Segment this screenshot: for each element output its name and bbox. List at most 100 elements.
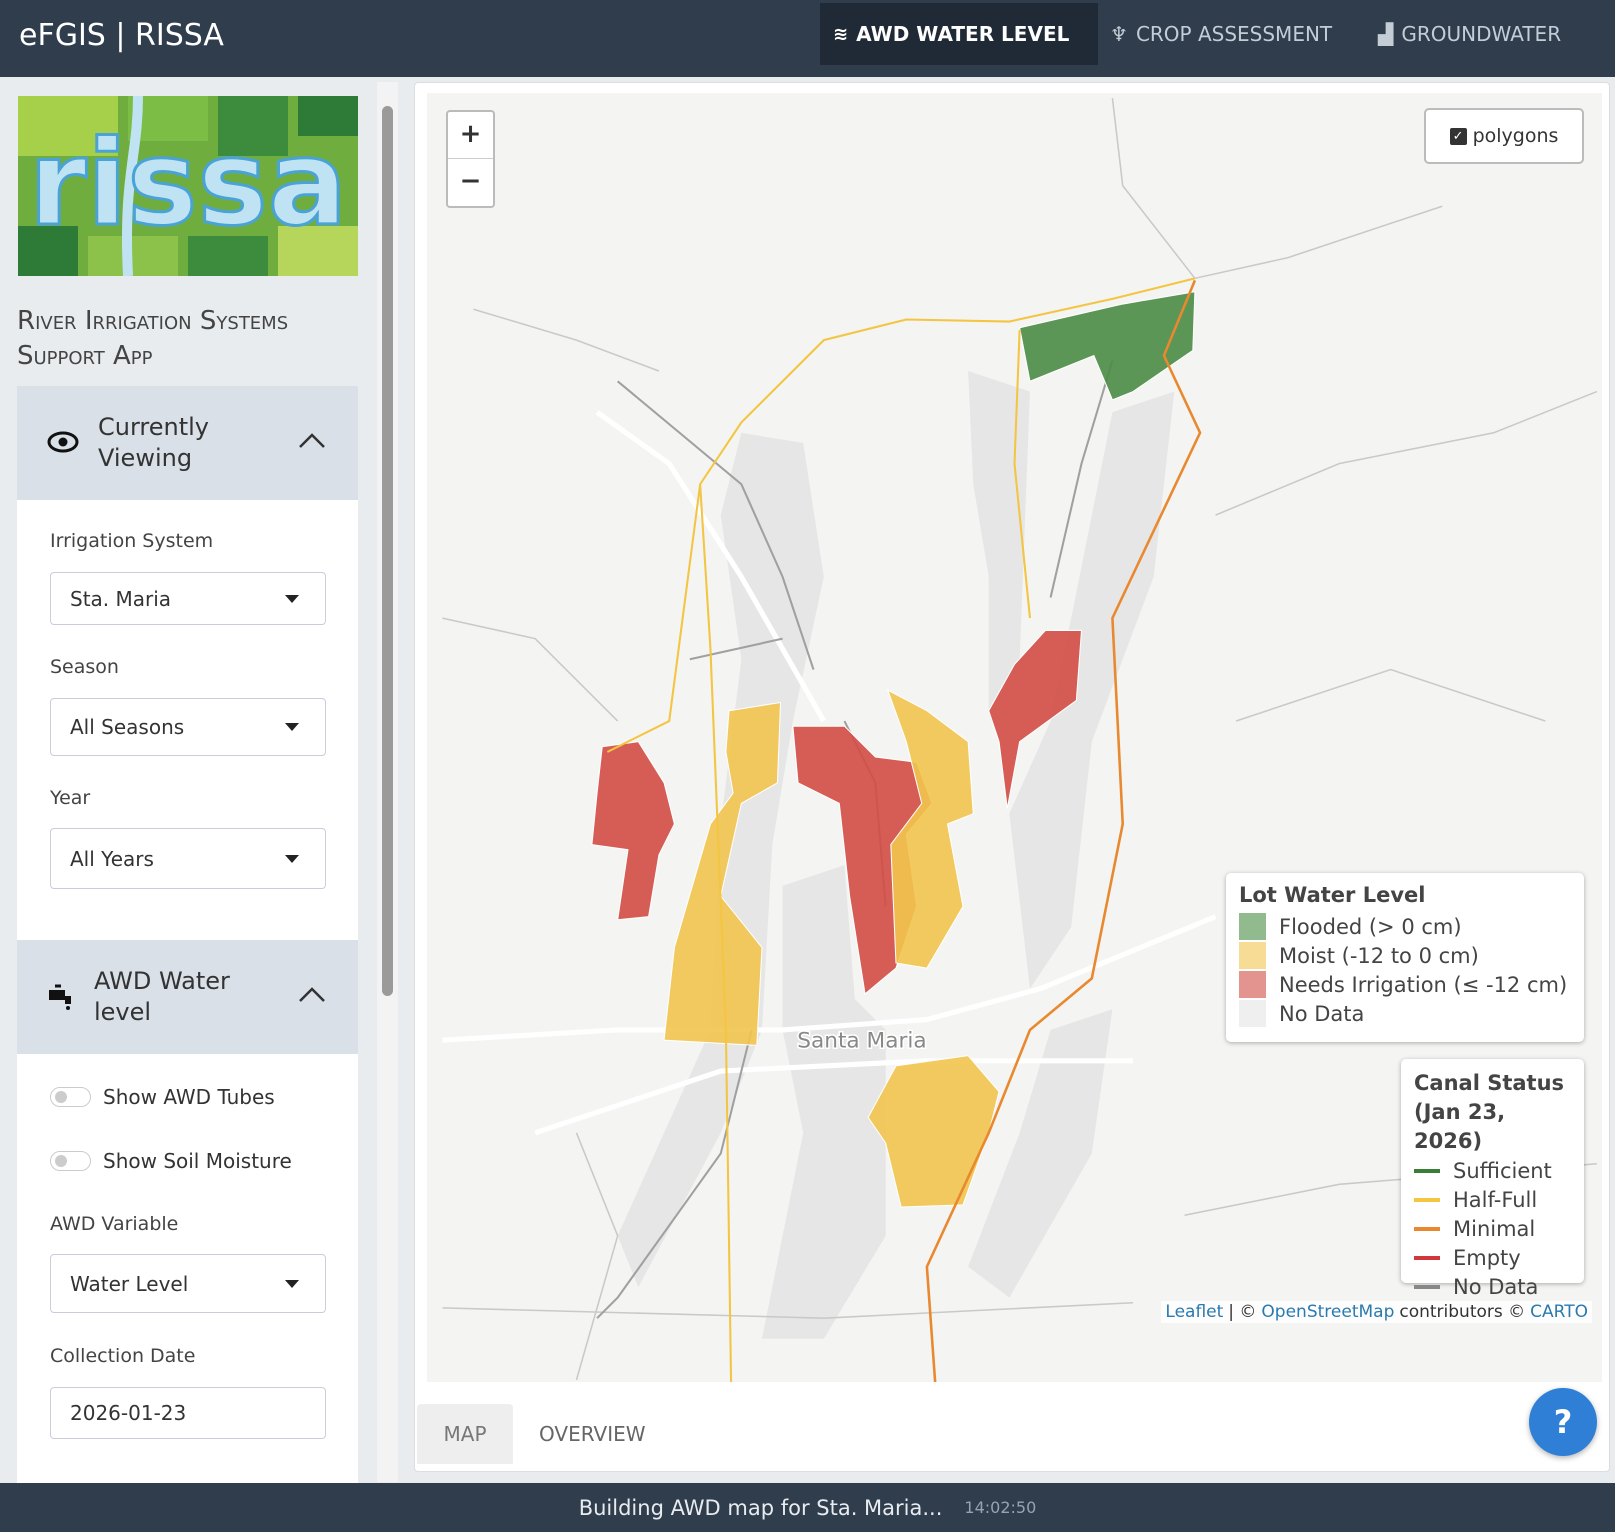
legend-swatch bbox=[1239, 971, 1266, 998]
roads bbox=[442, 410, 1217, 1136]
legend-swatch bbox=[1239, 942, 1266, 969]
chevron bbox=[299, 433, 325, 448]
zoom-control: + − bbox=[446, 110, 495, 208]
nav-label: CROP ASSESSMENT bbox=[1135, 22, 1333, 46]
legend-item: No Data bbox=[1414, 1272, 1571, 1301]
chevron bbox=[299, 987, 325, 1002]
toggle[interactable]: Show Soil Moisture bbox=[50, 1149, 292, 1173]
nav-label: GROUNDWATER bbox=[1401, 22, 1562, 46]
status-message: Building AWD map for Sta. Maria... bbox=[578, 1495, 943, 1520]
legend-item: No Data bbox=[1239, 999, 1571, 1028]
active-tab-bg bbox=[820, 3, 1098, 65]
tab-label: MAP bbox=[443, 1422, 487, 1446]
nav-tab[interactable]: ≋ AWD WATER LEVEL bbox=[833, 22, 1070, 46]
help-button[interactable]: ? bbox=[1529, 1388, 1597, 1456]
logo: rissa bbox=[18, 96, 358, 276]
field-label: Collection Date bbox=[50, 1345, 196, 1367]
app-title: eFGIS | RISSA bbox=[19, 18, 224, 53]
subtitle-line: River Irrigation Systems bbox=[17, 306, 289, 336]
lot-polygon[interactable] bbox=[591, 741, 675, 921]
lot-polygon[interactable] bbox=[886, 689, 974, 969]
link[interactable]: OpenStreetMap bbox=[1261, 1302, 1395, 1322]
legend-swatch bbox=[1414, 1226, 1440, 1231]
place-label: Santa Maria bbox=[797, 1028, 926, 1053]
toggle-label: Show Soil Moisture bbox=[103, 1149, 292, 1173]
legend-swatch bbox=[1414, 1255, 1440, 1260]
tab[interactable]: MAP bbox=[417, 1404, 513, 1464]
legend-label: Sufficient bbox=[1453, 1158, 1552, 1183]
legend-label: Empty bbox=[1453, 1245, 1521, 1270]
zoom-out[interactable]: − bbox=[459, 166, 482, 196]
legend-item: Minimal bbox=[1414, 1214, 1571, 1243]
field-label: Season bbox=[50, 656, 119, 678]
field-label: AWD Variable bbox=[50, 1213, 179, 1235]
legend-item: Half-Full bbox=[1414, 1185, 1571, 1214]
section-header[interactable]: AWD Water level bbox=[17, 940, 358, 1054]
legend-swatch bbox=[1414, 1168, 1440, 1173]
legend-swatch bbox=[1414, 1197, 1440, 1202]
status-time: 14:02:50 bbox=[964, 1498, 1037, 1517]
section-title: AWD Water level bbox=[94, 967, 230, 1026]
select[interactable]: All Seasons bbox=[50, 698, 326, 756]
legend-title: Lot Water Level bbox=[1239, 883, 1426, 907]
header: eFGIS | RISSA ≋ AWD WATER LEVEL ♆ CROP ASS… bbox=[0, 0, 1615, 77]
link[interactable]: CARTO bbox=[1530, 1302, 1588, 1322]
layer-label: polygons bbox=[1472, 125, 1559, 147]
attribution-text: contributors © bbox=[1399, 1302, 1526, 1322]
eye-icon bbox=[47, 431, 79, 453]
status-bar: Building AWD map for Sta. Maria... 14:02… bbox=[0, 1483, 1615, 1532]
legend-label: Minimal bbox=[1453, 1216, 1536, 1241]
section-title: Currently Viewing bbox=[98, 413, 210, 472]
select[interactable]: All Years bbox=[50, 828, 326, 889]
legend-label: Flooded (> 0 cm) bbox=[1279, 914, 1462, 939]
logo-text: rissa bbox=[29, 114, 348, 252]
toggle-label: Show AWD Tubes bbox=[103, 1085, 275, 1109]
select[interactable]: Water Level bbox=[50, 1254, 326, 1313]
nav-label: AWD WATER LEVEL bbox=[856, 22, 1070, 46]
legend-label: Needs Irrigation (≤ -12 cm) bbox=[1279, 972, 1568, 997]
legend-item: Moist (-12 to 0 cm) bbox=[1239, 941, 1571, 970]
subtitle-line: Support App bbox=[17, 341, 153, 371]
legend-swatch bbox=[1239, 1000, 1266, 1027]
lot-polygon[interactable] bbox=[663, 701, 782, 1046]
tab-label: OVERVIEW bbox=[539, 1422, 646, 1446]
layer-control[interactable]: ✓ polygons bbox=[1424, 108, 1584, 164]
faucet-icon bbox=[49, 984, 71, 1010]
select-value: All Seasons bbox=[70, 715, 185, 739]
lot-polygon[interactable] bbox=[1019, 291, 1196, 401]
date-input[interactable]: 2026-01-23 bbox=[50, 1387, 326, 1439]
lot-polygon[interactable] bbox=[867, 1055, 1000, 1208]
legend-title-line: (Jan 23, 2026) bbox=[1414, 1100, 1506, 1153]
field-label: Irrigation System bbox=[50, 530, 214, 552]
input-value: 2026-01-23 bbox=[70, 1401, 187, 1425]
field-label: Year bbox=[50, 787, 91, 809]
tab[interactable]: OVERVIEW bbox=[539, 1404, 646, 1464]
nav-tab[interactable]: ▟ GROUNDWATER bbox=[1378, 22, 1562, 46]
canal bbox=[925, 279, 1202, 1382]
section-header[interactable]: Currently Viewing bbox=[17, 386, 358, 500]
legend-title: Canal Status (Jan 23, 2026) bbox=[1414, 1069, 1571, 1156]
lots bbox=[591, 291, 1196, 1208]
legend-item: Sufficient bbox=[1414, 1156, 1571, 1185]
app-subtitle: River Irrigation Systems Support App bbox=[17, 304, 288, 374]
lot-legend: Lot Water Level Flooded (> 0 cm) Moist (-1… bbox=[1226, 873, 1584, 1042]
legend-label: Moist (-12 to 0 cm) bbox=[1279, 943, 1479, 968]
legend-label: Half-Full bbox=[1453, 1187, 1538, 1212]
legend-label: No Data bbox=[1279, 1001, 1365, 1026]
legend-item: Empty bbox=[1414, 1243, 1571, 1272]
attribution: Leaflet | © OpenStreetMap contributors © CAR… bbox=[1161, 1301, 1592, 1323]
legend-swatch bbox=[1414, 1284, 1440, 1289]
legend-title-line: Canal Status bbox=[1414, 1071, 1565, 1095]
select-value: Water Level bbox=[70, 1271, 189, 1296]
select[interactable]: Sta. Maria bbox=[50, 572, 326, 625]
toggle[interactable]: Show AWD Tubes bbox=[50, 1085, 275, 1109]
scrollbar[interactable] bbox=[377, 82, 398, 1482]
zoom-in[interactable]: + bbox=[448, 112, 493, 159]
lot-polygon[interactable] bbox=[988, 629, 1083, 809]
nav-tab[interactable]: ♆ CROP ASSESSMENT bbox=[1110, 22, 1333, 46]
select-value: All Years bbox=[70, 846, 154, 871]
canal-legend: Canal Status (Jan 23, 2026) Sufficient Half… bbox=[1401, 1059, 1584, 1299]
legend-label: No Data bbox=[1453, 1274, 1539, 1299]
link[interactable]: Leaflet bbox=[1165, 1302, 1224, 1322]
